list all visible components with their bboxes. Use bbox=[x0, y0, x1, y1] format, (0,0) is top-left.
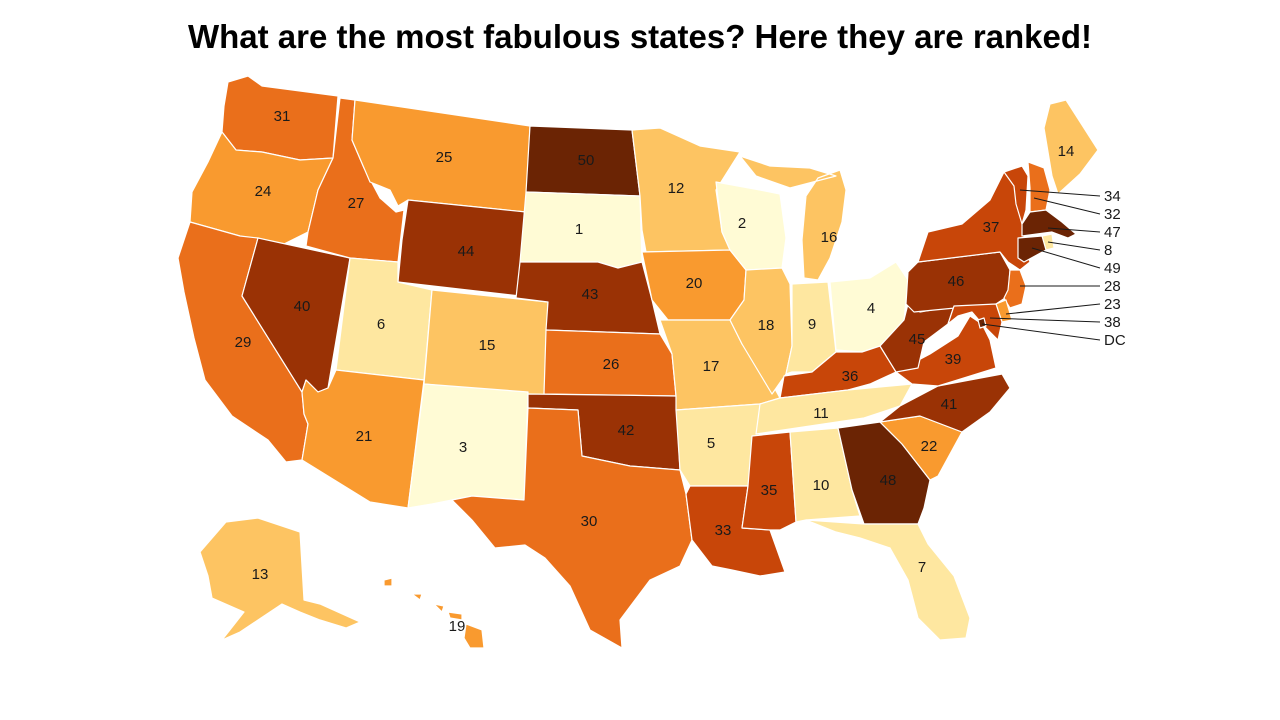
callout-line-dc bbox=[981, 323, 1101, 341]
callout-line-nh bbox=[1033, 197, 1101, 215]
rank-label-ak: 13 bbox=[252, 566, 269, 583]
states-layer bbox=[177, 75, 1099, 649]
rank-label-sd: 1 bbox=[575, 221, 583, 238]
state-ne bbox=[515, 261, 661, 335]
rank-label-mt: 25 bbox=[436, 149, 453, 166]
rank-label-ok: 42 bbox=[618, 422, 635, 439]
state-va bbox=[895, 315, 997, 387]
rank-label-in: 9 bbox=[808, 316, 816, 333]
rank-label-wv: 45 bbox=[909, 331, 926, 348]
rank-label-co: 15 bbox=[479, 337, 496, 354]
rank-label-or: 24 bbox=[255, 183, 272, 200]
state-wy bbox=[397, 199, 527, 297]
state-in bbox=[785, 281, 837, 375]
state-me bbox=[1043, 99, 1099, 195]
rank-label-tn: 11 bbox=[813, 405, 829, 422]
rank-label-ks: 26 bbox=[603, 356, 620, 373]
state-nj bbox=[1003, 269, 1027, 309]
page-title: What are the most fabulous states? Here … bbox=[187, 18, 1093, 55]
callout-line-de bbox=[1005, 303, 1101, 315]
rank-label-nm: 3 bbox=[459, 439, 467, 456]
rank-label-id: 27 bbox=[348, 195, 365, 212]
rank-label-fl: 7 bbox=[918, 559, 926, 576]
rank-label-nv: 40 bbox=[294, 298, 311, 315]
callout-label-ct: 49 bbox=[1104, 260, 1121, 277]
rank-label-ia: 20 bbox=[686, 275, 703, 292]
state-nc bbox=[879, 373, 1011, 433]
state-nm bbox=[407, 383, 529, 509]
rank-label-hi: 19 bbox=[449, 618, 466, 635]
callout-label-md: 38 bbox=[1104, 314, 1121, 331]
rank-label-wy: 44 bbox=[458, 243, 475, 260]
rank-label-ut: 6 bbox=[377, 316, 385, 333]
rank-label-wi: 2 bbox=[738, 215, 746, 232]
callout-label-nh: 32 bbox=[1104, 206, 1121, 223]
state-tx bbox=[451, 407, 693, 649]
rank-label-mi: 16 bbox=[821, 229, 838, 246]
state-fl bbox=[805, 519, 971, 641]
rank-label-oh: 4 bbox=[867, 300, 875, 317]
rank-label-me: 14 bbox=[1058, 143, 1075, 160]
rank-label-nc: 41 bbox=[941, 396, 958, 413]
state-il bbox=[729, 267, 793, 395]
callout-line-md bbox=[989, 317, 1101, 323]
state-dc bbox=[977, 317, 987, 329]
rank-label-ca: 29 bbox=[235, 334, 252, 351]
labels-layer: 3124294027254462115350143264230122017533… bbox=[235, 108, 1075, 635]
callout-label-ma: 47 bbox=[1104, 224, 1121, 241]
rank-label-mo: 17 bbox=[703, 358, 720, 375]
state-ny bbox=[917, 171, 1031, 271]
rank-label-ny: 37 bbox=[983, 219, 1000, 236]
rank-label-ms: 35 bbox=[761, 482, 778, 499]
state-tn bbox=[755, 383, 913, 435]
rank-label-al: 10 bbox=[813, 477, 830, 494]
rank-label-la: 33 bbox=[715, 522, 732, 539]
rank-label-il: 18 bbox=[758, 317, 775, 334]
rank-label-ne: 43 bbox=[582, 286, 599, 303]
rank-label-tx: 30 bbox=[581, 513, 598, 530]
rank-label-wa: 31 bbox=[274, 108, 291, 125]
rank-label-nd: 50 bbox=[578, 152, 595, 169]
state-ak bbox=[199, 517, 361, 641]
rank-label-va: 39 bbox=[945, 351, 962, 368]
state-ma bbox=[1021, 209, 1077, 239]
callout-label-dc: DC bbox=[1104, 332, 1126, 349]
rank-label-ky: 36 bbox=[842, 368, 859, 385]
callout-line-vt bbox=[1019, 189, 1101, 197]
state-hi bbox=[383, 577, 485, 649]
state-ct bbox=[1017, 235, 1047, 263]
callout-line-ri bbox=[1047, 241, 1101, 251]
rank-label-mn: 12 bbox=[668, 180, 685, 197]
callout-line-ct bbox=[1031, 247, 1101, 269]
rank-label-ga: 48 bbox=[880, 472, 897, 489]
rank-label-sc: 22 bbox=[921, 438, 938, 455]
callout-label-de: 23 bbox=[1104, 296, 1121, 313]
state-vt bbox=[1003, 165, 1029, 225]
rank-label-ar: 5 bbox=[707, 435, 715, 452]
callout-label-vt: 34 bbox=[1104, 188, 1121, 205]
callout-label-ri: 8 bbox=[1104, 242, 1112, 259]
state-nh bbox=[1027, 161, 1051, 213]
rank-label-pa: 46 bbox=[948, 273, 965, 290]
rank-label-az: 21 bbox=[356, 428, 373, 445]
callout-label-nj: 28 bbox=[1104, 278, 1121, 295]
state-mi bbox=[739, 155, 847, 281]
callout-line-ma bbox=[1047, 227, 1101, 233]
